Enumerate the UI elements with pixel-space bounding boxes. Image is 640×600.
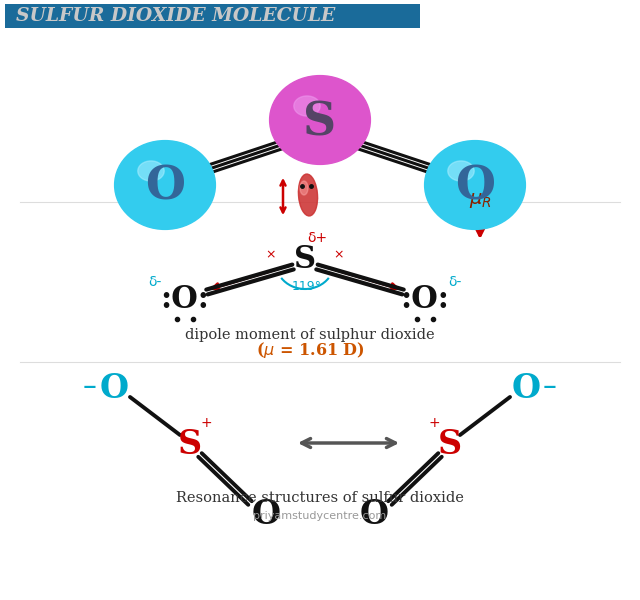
Text: O: O [252,499,280,532]
Ellipse shape [294,96,320,116]
Text: $\mu_R$: $\mu_R$ [468,191,492,209]
Text: δ+: δ+ [307,231,327,245]
Text: :O:: :O: [401,284,449,316]
Text: +: + [200,416,212,430]
Ellipse shape [424,140,525,229]
Text: O: O [360,499,388,532]
Text: SULFUR DIOXIDE MOLECULE: SULFUR DIOXIDE MOLECULE [16,7,335,25]
Ellipse shape [448,161,474,181]
Text: –: – [83,373,97,401]
Text: :O:: :O: [161,284,209,316]
Text: S: S [303,99,337,145]
Text: S: S [178,428,202,461]
Text: –: – [543,373,557,401]
Text: +: + [428,416,440,430]
Ellipse shape [115,140,216,229]
Text: O: O [455,164,495,210]
Ellipse shape [300,181,308,195]
Text: priyamstudycentre.com: priyamstudycentre.com [253,511,387,521]
Text: O: O [511,371,541,404]
Text: 119°: 119° [292,280,322,292]
Text: S: S [294,245,316,275]
FancyBboxPatch shape [5,4,420,28]
Ellipse shape [298,174,317,216]
Ellipse shape [269,76,371,164]
Text: ×: × [333,248,344,262]
Text: δ-: δ- [448,275,461,289]
Text: S: S [438,428,462,461]
Text: dipole moment of sulphur dioxide: dipole moment of sulphur dioxide [185,328,435,342]
Text: ×: × [266,248,276,262]
Text: O: O [145,164,185,210]
Text: ($\mu$ = 1.61 D): ($\mu$ = 1.61 D) [255,340,364,360]
Ellipse shape [138,161,164,181]
Text: δ-: δ- [148,275,162,289]
Text: O: O [99,371,129,404]
Text: Resonance structures of sulfur dioxide: Resonance structures of sulfur dioxide [176,491,464,505]
